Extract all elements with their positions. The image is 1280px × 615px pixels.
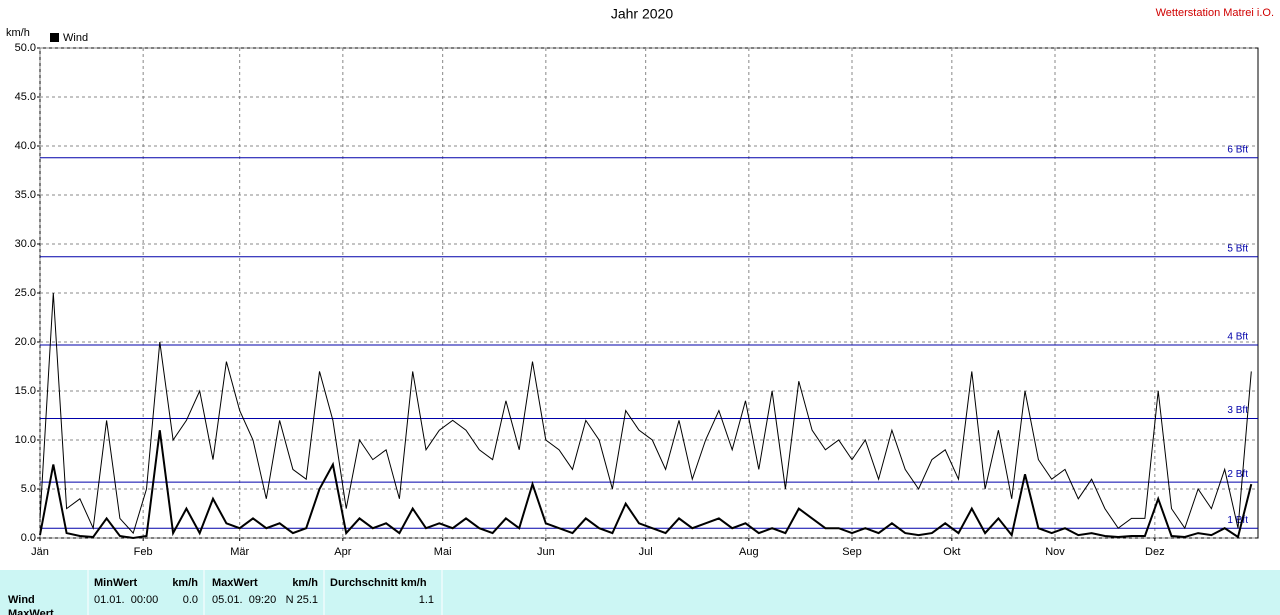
y-tick-label: 0.0 — [21, 532, 36, 544]
x-tick-label: Jun — [537, 546, 555, 558]
table-cell: 01.01. 00:00 — [94, 594, 158, 606]
x-tick-label: Nov — [1045, 546, 1065, 558]
chart-title: Jahr 2020 — [611, 6, 673, 22]
reference-label: 3 Bft — [1227, 405, 1248, 416]
table-header: km/h — [172, 577, 198, 589]
table-cell: 05.01. 09:20 — [212, 594, 276, 606]
x-tick-label: Okt — [943, 546, 960, 558]
x-tick-label: Aug — [739, 546, 759, 558]
legend-label: Wind — [63, 32, 88, 44]
table-header: Durchschnitt km/h — [330, 577, 427, 589]
row-label: Wind — [8, 594, 35, 606]
y-tick-label: 15.0 — [15, 385, 36, 397]
y-tick-label: 40.0 — [15, 140, 36, 152]
table-cell: 1.1 — [419, 594, 434, 606]
x-tick-label: Mär — [230, 546, 249, 558]
reference-label: 1 Bft — [1227, 515, 1248, 526]
x-tick-label: Apr — [334, 546, 351, 558]
x-tick-label: Jän — [31, 546, 49, 558]
reference-label: 2 Bft — [1227, 469, 1248, 480]
x-tick-label: Jul — [639, 546, 653, 558]
y-tick-label: 25.0 — [15, 287, 36, 299]
y-tick-label: 35.0 — [15, 189, 36, 201]
table-header: MaxWert — [212, 577, 258, 589]
station: Wetterstation Matrei i.O. — [1156, 7, 1274, 19]
reference-label: 4 Bft — [1227, 332, 1248, 343]
legend-swatch — [50, 33, 59, 42]
y-tick-label: 45.0 — [15, 91, 36, 103]
series-line — [39, 430, 1253, 540]
table-header: MinWert — [94, 577, 138, 589]
y-tick-label: 20.0 — [15, 336, 36, 348]
y-tick-label: 30.0 — [15, 238, 36, 250]
reference-label: 5 Bft — [1227, 243, 1248, 254]
y-unit: km/h — [6, 27, 30, 39]
table-cell: 0.0 — [183, 594, 198, 606]
x-tick-label: Dez — [1145, 546, 1165, 558]
table-cell: N 25.1 — [286, 594, 318, 606]
x-tick-label: Sep — [842, 546, 862, 558]
table-bg — [0, 570, 1280, 615]
reference-label: 6 Bft — [1227, 144, 1248, 155]
x-tick-label: Feb — [134, 546, 153, 558]
y-tick-label: 5.0 — [21, 483, 36, 495]
table-header: km/h — [292, 577, 318, 589]
x-tick-label: Mai — [434, 546, 452, 558]
series-line — [39, 292, 1252, 535]
y-tick-label: 10.0 — [15, 434, 36, 446]
y-tick-label: 50.0 — [15, 42, 36, 54]
row-label: MaxWert — [8, 608, 54, 615]
